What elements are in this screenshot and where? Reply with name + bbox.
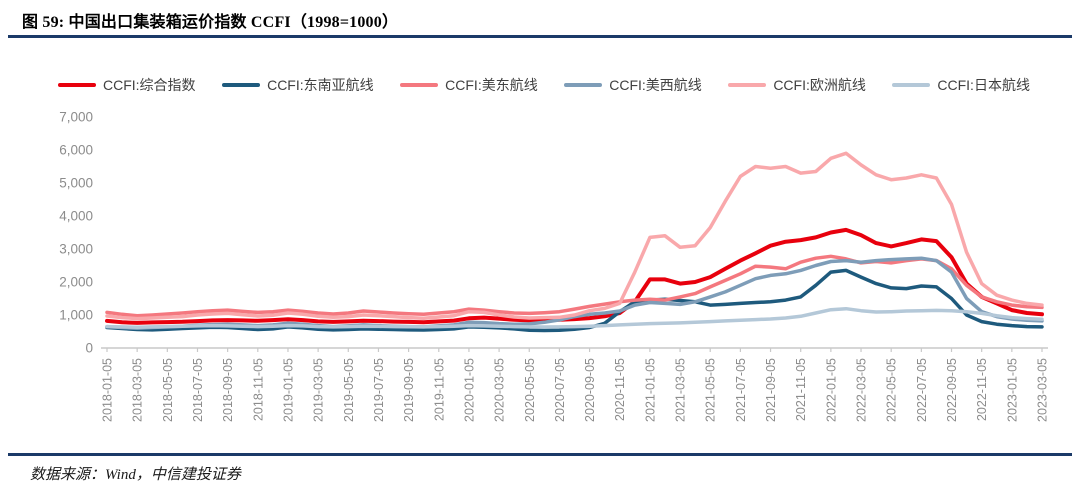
legend-item-japan: CCFI:日本航线 bbox=[892, 75, 1030, 95]
x-axis-label: 2020-07-05 bbox=[553, 358, 567, 422]
x-axis-label: 2021-11-05 bbox=[794, 358, 808, 421]
x-axis-label: 2019-07-05 bbox=[372, 358, 386, 422]
series-line-composite bbox=[105, 227, 1044, 325]
x-axis-label: 2019-03-05 bbox=[312, 358, 326, 422]
series-line-us-east bbox=[105, 254, 1044, 318]
x-axis-label: 2018-09-05 bbox=[221, 358, 235, 422]
title-rule bbox=[8, 35, 1072, 38]
x-axis-label: 2020-09-05 bbox=[583, 358, 597, 422]
legend-item-composite: CCFI:综合指数 bbox=[58, 75, 196, 95]
series-line-us-west bbox=[105, 256, 1044, 330]
x-axis-label: 2022-05-05 bbox=[885, 358, 899, 422]
x-axis-label: 2018-05-05 bbox=[161, 358, 175, 422]
x-axis-label: 2021-09-05 bbox=[764, 358, 778, 422]
y-axis-label: 6,000 bbox=[59, 143, 93, 158]
x-axis-label: 2020-03-05 bbox=[493, 358, 507, 422]
x-axis-label: 2023-03-05 bbox=[1036, 358, 1050, 422]
x-axis-label: 2019-11-05 bbox=[432, 358, 446, 421]
y-axis-label: 0 bbox=[85, 341, 93, 356]
x-axis-label: 2021-01-05 bbox=[643, 358, 657, 422]
x-axis-label: 2020-11-05 bbox=[613, 358, 627, 421]
legend-label-us-west: CCFI:美西航线 bbox=[609, 77, 702, 93]
figure-title: 图 59: 中国出口集装箱运价指数 CCFI（1998=1000） bbox=[22, 14, 399, 31]
x-axis-label: 2020-05-05 bbox=[523, 358, 537, 422]
x-axis-label: 2022-11-05 bbox=[975, 358, 989, 421]
x-axis-label: 2021-05-05 bbox=[704, 358, 718, 422]
series-line-europe bbox=[105, 151, 1044, 321]
x-axis-label: 2018-07-05 bbox=[191, 358, 205, 422]
x-axis-label: 2022-01-05 bbox=[824, 358, 838, 422]
x-axis-label: 2018-01-05 bbox=[101, 358, 115, 422]
series-line-southeast-asia bbox=[105, 268, 1044, 333]
legend-swatch-us-east bbox=[400, 83, 439, 87]
legend-item-us-west: CCFI:美西航线 bbox=[564, 75, 702, 95]
x-axis-label: 2018-11-05 bbox=[251, 358, 265, 421]
legend-label-us-east: CCFI:美东航线 bbox=[445, 77, 538, 93]
x-axis-label: 2022-03-05 bbox=[855, 358, 869, 422]
y-axis-label: 3,000 bbox=[59, 242, 93, 257]
legend-label-japan: CCFI:日本航线 bbox=[937, 77, 1030, 93]
legend-item-europe: CCFI:欧洲航线 bbox=[728, 75, 866, 95]
legend-swatch-europe bbox=[728, 83, 767, 87]
legend-item-southeast-asia: CCFI:东南亚航线 bbox=[222, 75, 374, 95]
x-axis-label: 2023-01-05 bbox=[1005, 358, 1019, 422]
y-axis-label: 7,000 bbox=[59, 110, 93, 125]
chart-legend: CCFI:综合指数 CCFI:东南亚航线 CCFI:美东航线 CCFI:美西航线 CCF… bbox=[58, 74, 1030, 96]
legend-swatch-composite bbox=[58, 83, 96, 87]
legend-swatch-japan bbox=[892, 83, 931, 87]
legend-label-composite: CCFI:综合指数 bbox=[103, 77, 196, 93]
x-axis-label: 2021-07-05 bbox=[734, 358, 748, 422]
series-line-japan bbox=[105, 306, 1044, 329]
legend-swatch-us-west bbox=[564, 83, 603, 87]
x-axis-label: 2019-09-05 bbox=[402, 358, 416, 422]
x-axis-label: 2019-05-05 bbox=[342, 358, 356, 422]
x-axis-label: 2019-01-05 bbox=[281, 358, 295, 422]
x-axis-label: 2020-01-05 bbox=[462, 358, 476, 422]
y-axis-label: 1,000 bbox=[59, 308, 93, 323]
y-axis-label: 2,000 bbox=[59, 275, 93, 290]
y-axis-label: 5,000 bbox=[59, 176, 93, 191]
legend-label-southeast-asia: CCFI:东南亚航线 bbox=[267, 77, 374, 93]
x-axis-label: 2022-09-05 bbox=[945, 358, 959, 422]
legend-label-europe: CCFI:欧洲航线 bbox=[773, 77, 866, 93]
data-source-note: 数据来源：Wind，中信建投证券 bbox=[30, 467, 241, 483]
x-axis-label: 2022-07-05 bbox=[915, 358, 929, 422]
legend-swatch-southeast-asia bbox=[222, 83, 261, 87]
y-axis-label: 4,000 bbox=[59, 209, 93, 224]
x-axis-label: 2018-03-05 bbox=[131, 358, 145, 422]
x-axis-label: 2021-03-05 bbox=[674, 358, 688, 422]
legend-item-us-east: CCFI:美东航线 bbox=[400, 75, 538, 95]
bottom-rule bbox=[8, 453, 1072, 456]
